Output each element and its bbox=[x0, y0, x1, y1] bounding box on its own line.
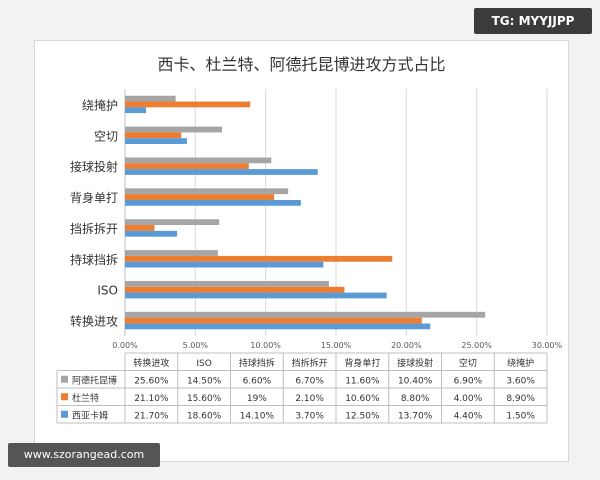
table-value-cell: 21.10% bbox=[134, 394, 169, 404]
x-tick-label: 15.00% bbox=[321, 341, 352, 350]
bar bbox=[125, 311, 486, 318]
bar bbox=[125, 163, 249, 170]
table-value-cell: 21.70% bbox=[134, 411, 169, 421]
table-header-cell: 持球挡拆 bbox=[239, 357, 275, 369]
table-header-cell: ISO bbox=[196, 359, 211, 369]
bar bbox=[125, 230, 178, 237]
bar bbox=[125, 317, 422, 324]
table-header-cell: 挡拆拆开 bbox=[292, 357, 328, 369]
series-name: 杜兰特 bbox=[72, 392, 99, 404]
bar bbox=[125, 286, 345, 293]
table-value-cell: 8.80% bbox=[401, 394, 430, 404]
table-header-cell: 背身单打 bbox=[344, 357, 380, 369]
bar bbox=[125, 292, 387, 299]
table-value-cell: 12.50% bbox=[345, 411, 380, 421]
chart-title: 西卡、杜兰特、阿德托昆博进攻方式占比 bbox=[157, 55, 446, 74]
bar bbox=[125, 199, 301, 206]
table-value-cell: 10.40% bbox=[398, 376, 433, 386]
category-label: 空切 bbox=[94, 129, 118, 143]
table-header-cell: 接球投射 bbox=[397, 357, 433, 369]
bar bbox=[125, 132, 182, 139]
table-value-cell: 10.60% bbox=[345, 394, 380, 404]
table-value-cell: 13.70% bbox=[398, 411, 433, 421]
bar bbox=[125, 138, 187, 145]
category-label: ISO bbox=[97, 284, 118, 298]
table-value-cell: 4.00% bbox=[454, 394, 483, 404]
tg-watermark: TG: MYYJJPP bbox=[474, 8, 592, 34]
bar bbox=[125, 225, 155, 231]
bar bbox=[125, 157, 272, 164]
x-tick-label: 10.00% bbox=[250, 341, 281, 350]
table-value-cell: 4.40% bbox=[454, 411, 483, 421]
bar bbox=[125, 107, 147, 114]
table-value-cell: 6.90% bbox=[454, 376, 483, 386]
bar bbox=[125, 261, 324, 268]
category-label: 背身单打 bbox=[70, 190, 118, 205]
bar-chart: 0.00% 5.00% 10.00% 15.00% 20.00% 25.00% 30.00%… bbox=[56, 89, 563, 424]
bar bbox=[125, 169, 318, 175]
table-header-cell: 空切 bbox=[459, 357, 477, 369]
legend-key bbox=[61, 393, 68, 401]
table-value-cell: 18.60% bbox=[187, 411, 222, 421]
bar bbox=[125, 194, 275, 200]
table-value-cell: 6.60% bbox=[243, 376, 272, 386]
x-tick-label: 30.00% bbox=[532, 341, 563, 350]
bar bbox=[125, 323, 431, 330]
category-label: 挡拆拆开 bbox=[70, 221, 118, 236]
legend-key bbox=[61, 375, 68, 383]
table-value-cell: 1.50% bbox=[506, 411, 535, 421]
table-value-cell: 25.60% bbox=[134, 376, 169, 386]
table-value-cell: 15.60% bbox=[187, 394, 222, 404]
category-label: 绕掩护 bbox=[82, 98, 118, 112]
table-value-cell: 2.10% bbox=[295, 394, 324, 404]
category-label: 持球挡拆 bbox=[70, 252, 118, 267]
table-value-cell: 11.60% bbox=[345, 376, 380, 386]
legend-key bbox=[61, 410, 68, 418]
bar bbox=[125, 219, 220, 226]
bar bbox=[125, 188, 289, 195]
bar bbox=[125, 95, 176, 102]
x-tick-label: 0.00% bbox=[112, 341, 138, 350]
series-name: 阿德托昆博 bbox=[72, 374, 117, 386]
x-tick-label: 20.00% bbox=[391, 341, 422, 350]
table-header-cell: 绕掩护 bbox=[507, 357, 534, 369]
table-value-cell: 6.70% bbox=[295, 376, 324, 386]
bar bbox=[125, 101, 251, 108]
table-header-cell: 转换进攻 bbox=[133, 357, 169, 369]
series-name: 西亚卡姆 bbox=[72, 409, 108, 421]
chart-card: 西卡、杜兰特、阿德托昆博进攻方式占比 0.00% 5.00% 10.00% 15.00… bbox=[34, 40, 569, 462]
table-value-cell: 3.70% bbox=[295, 411, 324, 421]
bar bbox=[125, 280, 329, 287]
bar bbox=[125, 250, 218, 256]
table-value-cell: 14.10% bbox=[240, 411, 275, 421]
x-tick-label: 5.00% bbox=[183, 341, 209, 350]
table-value-cell: 3.60% bbox=[506, 376, 535, 386]
bar bbox=[125, 255, 393, 262]
table-value-cell: 19% bbox=[247, 394, 267, 404]
table-value-cell: 8.90% bbox=[506, 394, 535, 404]
category-label: 转换进攻 bbox=[70, 314, 118, 329]
url-watermark: www.szorangead.com bbox=[8, 443, 160, 467]
table-value-cell: 14.50% bbox=[187, 376, 222, 386]
bar bbox=[125, 126, 223, 133]
category-label: 接球投射 bbox=[70, 159, 118, 174]
x-tick-label: 25.00% bbox=[461, 341, 492, 350]
